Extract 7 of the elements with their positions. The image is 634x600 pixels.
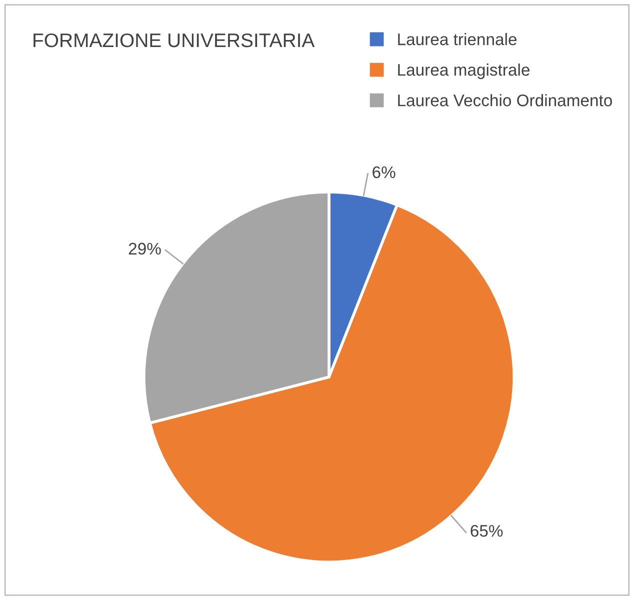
data-label: 6% — [372, 166, 396, 178]
data-label: 65% — [470, 524, 503, 537]
legend-label: Laurea magistrale — [398, 64, 530, 80]
legend-label: Laurea Vecchio Ordinamento — [398, 94, 612, 106]
data-label: 29% — [128, 242, 161, 255]
chart-title: FORMAZIONE UNIVERSITARIA — [34, 33, 315, 48]
legend-label: Laurea triennale — [398, 33, 517, 46]
